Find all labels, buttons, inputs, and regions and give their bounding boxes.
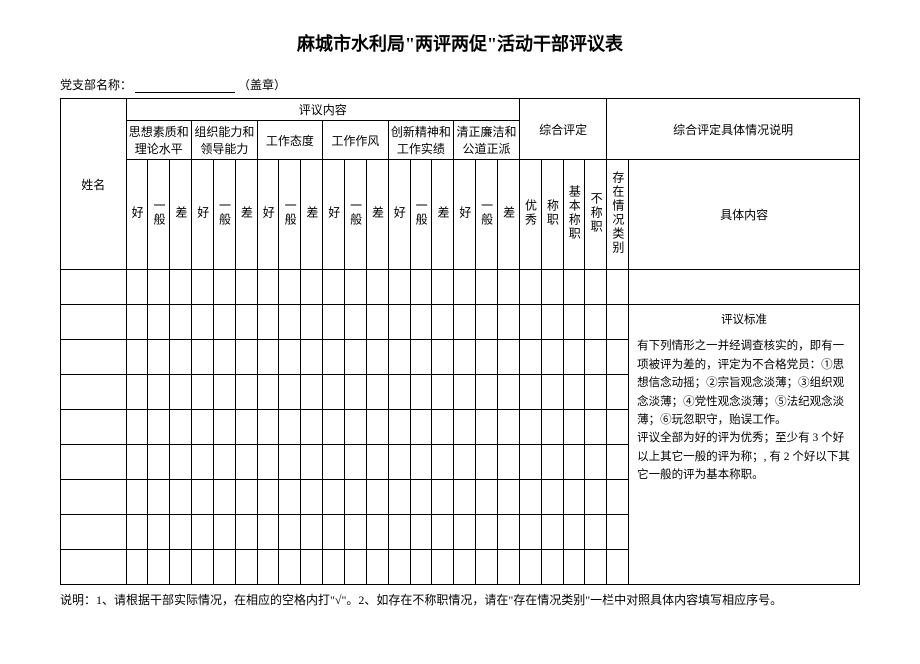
c3-avg: 一般 <box>279 160 301 270</box>
rating-excellent: 优秀 <box>519 160 541 270</box>
page-title: 麻城市水利局"两评两促"活动干部评议表 <box>60 30 860 56</box>
criteria-title: 评议标准 <box>637 311 851 329</box>
cat5: 创新精神和工作实绩 <box>388 121 454 160</box>
rating-incompetent: 不称职 <box>585 160 607 270</box>
c3-good: 好 <box>257 160 279 270</box>
rating-competent: 称职 <box>541 160 563 270</box>
c4-avg: 一般 <box>344 160 366 270</box>
table-row <box>61 270 860 305</box>
case-type: 存在情况类别 <box>607 160 629 270</box>
c2-bad: 差 <box>235 160 257 270</box>
c3-bad: 差 <box>301 160 323 270</box>
cat1: 思想素质和理论水平 <box>126 121 192 160</box>
rating-basic: 基本称职 <box>563 160 585 270</box>
cat4: 工作作风 <box>323 121 389 160</box>
c6-bad: 差 <box>497 160 519 270</box>
c1-good: 好 <box>126 160 148 270</box>
c4-good: 好 <box>323 160 345 270</box>
c4-bad: 差 <box>366 160 388 270</box>
c6-good: 好 <box>454 160 476 270</box>
stamp-hint: （盖章） <box>238 78 286 92</box>
col-name: 姓名 <box>61 99 127 270</box>
cat2: 组织能力和领导能力 <box>192 121 258 160</box>
criteria-body: 有下列情形之一并经调查核实的，即有一项被评为差的，评定为不合格党员：①思想信念动… <box>637 340 850 481</box>
col-eval-content: 评议内容 <box>126 99 519 121</box>
c5-good: 好 <box>388 160 410 270</box>
c5-bad: 差 <box>432 160 454 270</box>
footnote: 说明：1、请根据干部实际情况，在相应的空格内打"√"。2、如存在不称职情况，请在… <box>60 591 860 609</box>
c2-avg: 一般 <box>213 160 235 270</box>
branch-underline <box>135 78 235 93</box>
col-comp-detail: 综合评定具体情况说明 <box>607 99 860 160</box>
table-row: 评议标准 有下列情形之一并经调查核实的，即有一项被评为差的，评定为不合格党员：①… <box>61 305 860 340</box>
branch-label: 党支部名称： <box>60 78 132 92</box>
col-comp-rating: 综合评定 <box>519 99 606 160</box>
evaluation-table: 姓名 评议内容 综合评定 综合评定具体情况说明 思想素质和理论水平 组织能力和领… <box>60 98 860 585</box>
c1-bad: 差 <box>170 160 192 270</box>
c5-avg: 一般 <box>410 160 432 270</box>
branch-line: 党支部名称： （盖章） <box>60 76 860 93</box>
detail-content: 具体内容 <box>629 160 860 270</box>
criteria-cell: 评议标准 有下列情形之一并经调查核实的，即有一项被评为差的，评定为不合格党员：①… <box>629 305 860 585</box>
cat6: 清正廉洁和公道正派 <box>454 121 520 160</box>
c1-avg: 一般 <box>148 160 170 270</box>
c6-avg: 一般 <box>476 160 498 270</box>
cat3: 工作态度 <box>257 121 323 160</box>
c2-good: 好 <box>192 160 214 270</box>
